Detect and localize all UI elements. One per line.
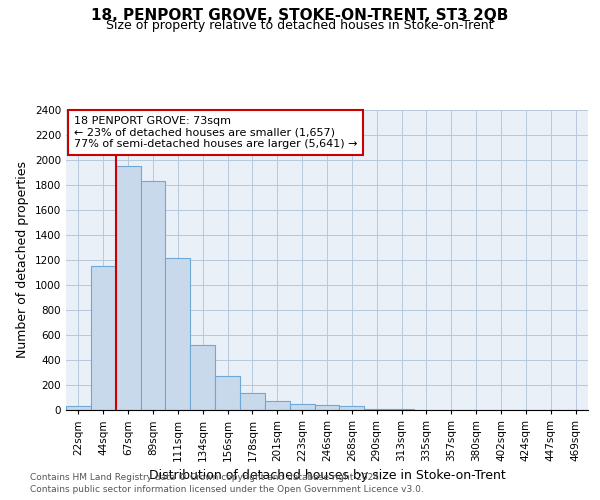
Text: 18 PENPORT GROVE: 73sqm
← 23% of detached houses are smaller (1,657)
77% of semi: 18 PENPORT GROVE: 73sqm ← 23% of detache… (74, 116, 358, 149)
Bar (364, 409, 389, 410)
Bar (91, 266, 116, 410)
Bar (66, 406, 91, 410)
Text: Contains HM Land Registry data © Crown copyright and database right 2024.: Contains HM Land Registry data © Crown c… (30, 474, 382, 482)
Bar (116, 166, 140, 410)
Bar (215, 376, 240, 410)
Text: 18, PENPORT GROVE, STOKE-ON-TRENT, ST3 2QB: 18, PENPORT GROVE, STOKE-ON-TRENT, ST3 2… (91, 8, 509, 22)
Bar (190, 345, 215, 410)
Bar (265, 400, 290, 410)
Bar (389, 409, 414, 410)
Text: Size of property relative to detached houses in Stoke-on-Trent: Size of property relative to detached ho… (106, 19, 494, 32)
Bar (140, 181, 166, 410)
Bar (340, 406, 364, 410)
Text: Contains public sector information licensed under the Open Government Licence v3: Contains public sector information licen… (30, 485, 424, 494)
Bar (314, 405, 340, 410)
Y-axis label: Number of detached properties: Number of detached properties (16, 162, 29, 358)
Bar (290, 404, 314, 410)
Bar (240, 392, 265, 410)
X-axis label: Distribution of detached houses by size in Stoke-on-Trent: Distribution of detached houses by size … (149, 470, 505, 482)
Bar (166, 258, 190, 410)
